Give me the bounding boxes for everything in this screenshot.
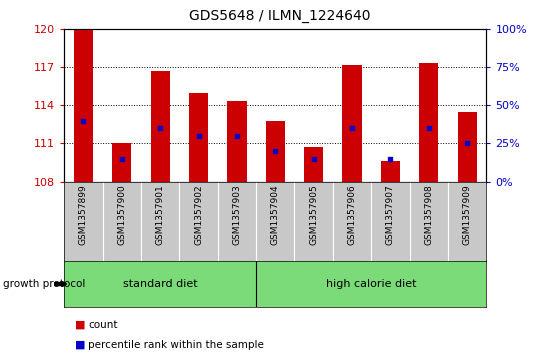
Bar [228, 102, 247, 182]
Bar [266, 121, 285, 182]
Text: count: count [88, 320, 118, 330]
Text: GSM1357905: GSM1357905 [309, 184, 318, 245]
Text: GDS5648 / ILMN_1224640: GDS5648 / ILMN_1224640 [189, 9, 370, 23]
Text: GSM1357907: GSM1357907 [386, 184, 395, 245]
Bar [112, 143, 131, 182]
Text: GSM1357904: GSM1357904 [271, 184, 280, 245]
Text: GSM1357906: GSM1357906 [348, 184, 357, 245]
Text: GSM1357900: GSM1357900 [117, 184, 126, 245]
Text: standard diet: standard diet [0, 362, 1, 363]
Bar [189, 93, 208, 182]
Bar [150, 71, 170, 182]
Text: GSM1357902: GSM1357902 [194, 184, 203, 245]
Bar [304, 147, 323, 182]
Bar [343, 65, 362, 182]
Bar [458, 112, 477, 182]
Text: GSM1357901: GSM1357901 [156, 184, 165, 245]
Text: standard diet: standard diet [0, 362, 1, 363]
Text: ■: ■ [75, 340, 86, 350]
Text: GSM1357903: GSM1357903 [233, 184, 241, 245]
Text: GSM1357909: GSM1357909 [463, 184, 472, 245]
Text: percentile rank within the sample: percentile rank within the sample [88, 340, 264, 350]
Bar [419, 64, 438, 182]
Text: GSM1357908: GSM1357908 [424, 184, 433, 245]
Text: GSM1357899: GSM1357899 [79, 184, 88, 245]
Bar [381, 161, 400, 182]
Text: standard diet: standard diet [123, 279, 197, 289]
Text: high calorie diet: high calorie diet [326, 279, 416, 289]
Text: ■: ■ [75, 320, 86, 330]
Text: growth protocol: growth protocol [3, 279, 85, 289]
Bar [74, 29, 93, 182]
